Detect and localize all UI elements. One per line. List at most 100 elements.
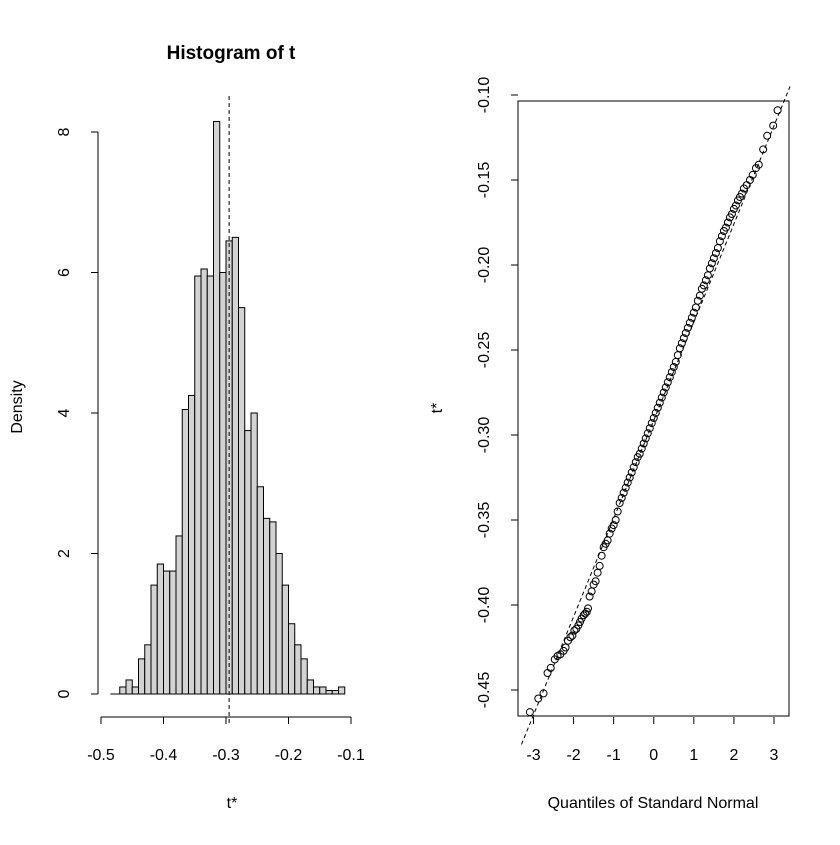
qq-y-tick-label: -0.45	[476, 672, 493, 709]
histogram-bars	[110, 96, 346, 726]
qq-point	[731, 201, 740, 210]
histogram-bar	[119, 686, 127, 695]
qq-point	[525, 708, 534, 717]
histogram-bar	[200, 268, 208, 695]
histogram-x-label: t*	[227, 795, 238, 812]
qq-point	[689, 308, 698, 317]
qq-point	[773, 106, 782, 115]
histogram-bar	[238, 307, 246, 695]
qq-point	[585, 592, 594, 601]
qq-point	[715, 237, 724, 246]
qq-point	[582, 607, 591, 616]
qq-point	[685, 318, 694, 327]
qq-point	[699, 281, 708, 290]
histogram-bar	[300, 658, 308, 695]
histogram-bar	[338, 686, 346, 695]
histogram-bar	[275, 553, 283, 695]
qq-point	[659, 388, 668, 397]
qq-point	[679, 334, 688, 343]
qq-point	[657, 393, 666, 402]
qq-point	[721, 223, 730, 232]
qq-point	[653, 403, 662, 412]
qq-point	[566, 633, 575, 642]
qq-point	[631, 458, 640, 467]
qq-x-tick-label: 0	[649, 747, 658, 764]
qq-point	[647, 419, 656, 428]
histogram-bar	[263, 517, 271, 695]
qq-points	[525, 106, 782, 717]
histogram-axes: -0.5 -0.4 -0.3 -0.2 -0.1 0 2 4 6 8	[56, 127, 365, 764]
histogram-bar	[163, 570, 171, 695]
histogram-x-tick-label: -0.1	[337, 747, 365, 764]
histogram-bar	[294, 644, 302, 695]
histogram-panel: Histogram of t t* Density -0.5 -0.4 -0.3 -0…	[9, 43, 365, 812]
qq-point	[546, 663, 555, 672]
qq-point	[748, 170, 757, 179]
qq-point	[534, 694, 543, 703]
histogram-x-tick-label: -0.3	[212, 747, 240, 764]
qq-point	[655, 398, 664, 407]
qq-point	[754, 160, 763, 169]
qq-point	[597, 551, 606, 560]
qq-point	[667, 368, 676, 377]
qq-point	[723, 218, 732, 227]
qq-point	[605, 529, 614, 538]
qq-point	[683, 323, 692, 332]
qq-point	[619, 488, 628, 497]
histogram-bar	[331, 689, 339, 695]
histogram-title: Histogram of t	[167, 43, 296, 64]
histogram-bar	[319, 686, 327, 695]
qq-point	[627, 468, 636, 477]
histogram-y-tick-label: 0	[56, 689, 73, 698]
qq-point	[769, 121, 778, 130]
histogram-bar	[281, 584, 289, 695]
histogram-bar	[169, 570, 177, 695]
qq-y-tick-label: -0.15	[476, 162, 493, 199]
histogram-bar	[175, 535, 183, 695]
qq-point	[621, 483, 630, 492]
qq-point	[623, 478, 632, 487]
qq-point	[677, 339, 686, 348]
qq-point	[737, 189, 746, 198]
qq-y-tick-label: -0.40	[476, 587, 493, 624]
histogram-bar	[150, 584, 158, 695]
qq-point	[707, 259, 716, 268]
qq-y-label: t*	[429, 403, 446, 414]
qq-point	[645, 424, 654, 433]
histogram-bar	[138, 658, 146, 695]
qq-point	[595, 561, 604, 570]
histogram-bar	[231, 236, 239, 695]
qq-x-tick-label: -3	[526, 747, 540, 764]
histogram-x-tick-label: -0.2	[275, 747, 303, 764]
qq-point	[591, 577, 600, 586]
histogram-bar	[288, 623, 296, 695]
histogram-x-tick-label: -0.5	[87, 747, 115, 764]
histogram-bar	[144, 644, 152, 695]
histogram-bar	[213, 120, 221, 695]
qq-point	[568, 631, 577, 640]
qq-point	[629, 463, 638, 472]
qq-point	[705, 264, 714, 273]
qq-point	[711, 249, 720, 258]
qq-point	[615, 499, 624, 507]
histogram-bar	[219, 272, 227, 695]
qq-point	[639, 439, 648, 448]
qq-point	[651, 408, 660, 417]
histogram-bar	[206, 275, 214, 695]
qq-point	[693, 296, 702, 305]
qq-point	[643, 429, 652, 438]
qq-point	[570, 626, 579, 635]
histogram-y-tick-label: 2	[56, 549, 73, 558]
qq-point	[584, 604, 593, 613]
histogram-bar	[156, 563, 164, 695]
qq-y-tick-label: -0.20	[476, 247, 493, 284]
qq-point	[543, 669, 552, 677]
histogram-bar	[250, 412, 258, 695]
qq-panel: Quantiles of Standard Normal t* -3 -2 -1 0 1…	[429, 77, 791, 812]
qq-point	[649, 414, 658, 422]
histogram-bar	[306, 679, 314, 695]
histogram-bar	[244, 430, 252, 695]
qq-point	[717, 232, 726, 241]
histogram-bar	[256, 486, 264, 695]
